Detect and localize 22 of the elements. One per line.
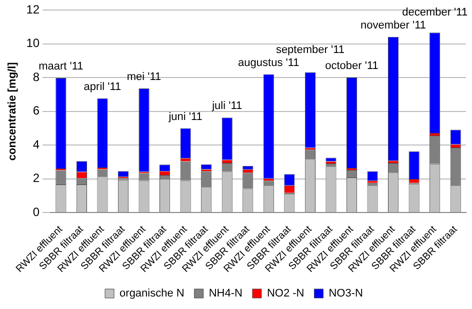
y-tick-label: 0 xyxy=(32,204,40,219)
legend-label: NH4-N xyxy=(208,288,243,300)
annotation: april '11 xyxy=(84,80,122,93)
legend-label: NO2 -N xyxy=(266,288,304,300)
y-tick-label: 4 xyxy=(32,137,40,152)
annotation: december '11 xyxy=(402,6,468,18)
annotation: maart '11 xyxy=(38,60,84,73)
y-tick-label: 12 xyxy=(26,2,40,17)
legend-label: NO3-N xyxy=(328,288,364,300)
annotation: november '11 xyxy=(360,19,426,32)
y-tick-label: 10 xyxy=(26,36,40,50)
annotation: augustus '11 xyxy=(238,56,300,69)
annotation: juni '11 xyxy=(168,110,202,123)
annotation: juli '11 xyxy=(211,100,242,112)
annotation: september '11 xyxy=(276,44,344,56)
annotation: october '11 xyxy=(325,60,378,72)
annotation: mei '11 xyxy=(126,70,162,83)
y-tick-label: 8 xyxy=(32,70,40,84)
y-tick-label: 2 xyxy=(32,171,40,186)
y-axis-title: concentratie [mg/l] xyxy=(6,62,19,161)
y-tick-label: 6 xyxy=(32,104,40,118)
legend-label: organische N xyxy=(120,288,184,300)
